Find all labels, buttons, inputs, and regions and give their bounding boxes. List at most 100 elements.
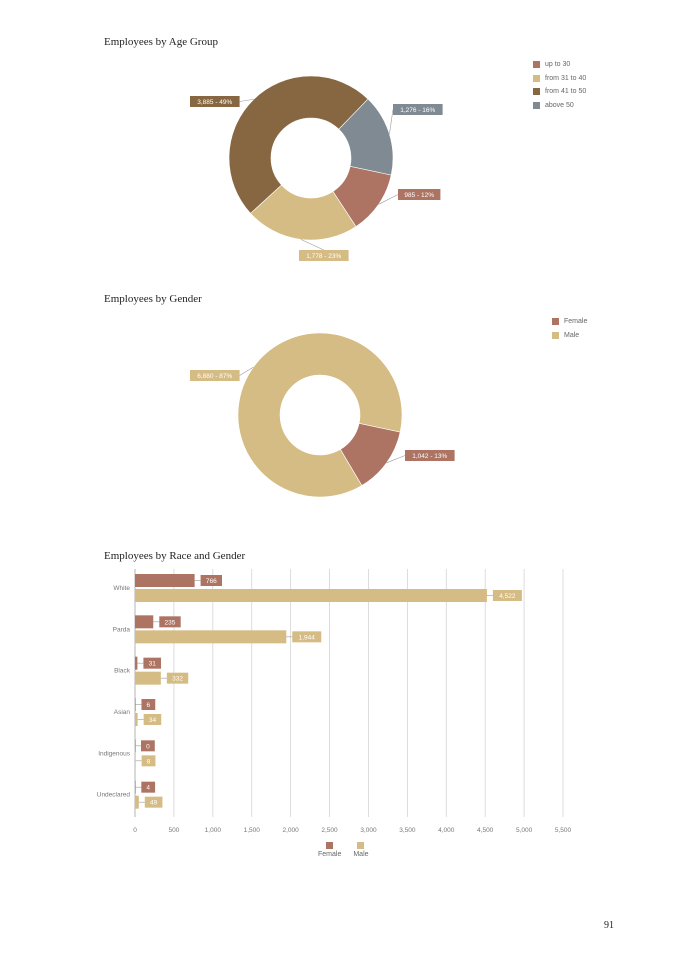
legend-swatch — [533, 88, 540, 96]
donut-slice-male — [237, 332, 403, 498]
donut-slice-above-50 — [338, 98, 394, 176]
y-category-label: White — [113, 585, 130, 592]
data-label: 332 — [172, 676, 183, 683]
x-tick-label: 4,500 — [477, 827, 494, 834]
x-tick-label: 0 — [133, 827, 137, 834]
page-number: 91 — [604, 920, 614, 931]
data-label: 1,276 - 16% — [400, 107, 435, 114]
y-category-label: Black — [114, 668, 131, 675]
data-label: 235 — [165, 619, 176, 626]
legend-label: Male — [353, 851, 369, 858]
bar-male-white — [135, 589, 487, 602]
legend-swatch — [552, 318, 559, 326]
data-label: 49 — [150, 800, 158, 807]
x-tick-label: 1,500 — [244, 827, 261, 834]
data-label: 34 — [149, 717, 157, 724]
y-category-label: Undeclared — [97, 792, 131, 799]
legend-swatch — [533, 74, 540, 82]
legend-label: up to 30 — [545, 61, 571, 69]
leader-line — [239, 366, 254, 376]
bar-male-black — [135, 671, 161, 685]
x-tick-label: 5,000 — [516, 827, 533, 834]
y-category-label: Asian — [114, 709, 131, 716]
legend-label: Male — [564, 331, 580, 339]
x-tick-label: 1,000 — [205, 827, 222, 834]
data-label-box — [190, 96, 240, 107]
leader-line — [386, 455, 406, 464]
bar-female-parda — [135, 615, 154, 629]
data-label-box — [144, 796, 163, 808]
legend-item-female: Female — [552, 315, 587, 329]
data-label: 3,885 - 49% — [197, 99, 232, 106]
legend-swatch — [326, 842, 334, 849]
x-tick-label: 500 — [168, 827, 179, 834]
legend-item-above-50: above 50 — [533, 99, 586, 113]
data-label-box — [141, 699, 156, 710]
data-label-box — [166, 672, 189, 684]
donut-slice-from-41-to-50 — [228, 75, 369, 214]
data-label-box — [200, 575, 223, 586]
data-label-box — [141, 755, 156, 767]
legend-item-male: Male — [552, 329, 587, 343]
x-tick-label: 2,500 — [321, 827, 338, 834]
data-label: 1,042 - 13% — [412, 453, 447, 460]
data-label-box — [393, 104, 443, 115]
legend-swatch — [533, 101, 540, 109]
y-category-label: Parda — [113, 626, 131, 633]
legend-label: from 31 to 40 — [545, 74, 587, 82]
legend-swatch — [357, 842, 365, 849]
data-label-box — [159, 616, 181, 628]
bar-male-undeclared — [135, 795, 139, 809]
legend-label: Female — [318, 851, 342, 858]
data-label-box — [292, 631, 322, 643]
x-tick-label: 3,000 — [360, 827, 377, 834]
legend-item-male: Male — [353, 842, 369, 858]
data-label: 1,778 - 23% — [306, 253, 341, 260]
bar-male-indigenous — [135, 754, 136, 768]
data-label-box — [141, 781, 156, 793]
data-label: 4,522 — [499, 593, 516, 600]
data-label: 6,880 - 87% — [197, 373, 232, 380]
legend-item-female: Female — [318, 842, 341, 858]
gender-legend: Female Male — [552, 315, 587, 342]
legend-swatch — [552, 331, 559, 339]
x-tick-label: 4,000 — [438, 827, 455, 834]
data-label: 766 — [206, 578, 217, 585]
leader-line — [239, 98, 254, 102]
legend-label: from 41 to 50 — [545, 88, 587, 96]
data-label: 1,944 — [299, 634, 316, 641]
data-label-box — [405, 450, 455, 461]
data-label: 31 — [149, 661, 157, 668]
leader-line — [389, 109, 394, 135]
age-legend: up to 30 from 31 to 40 from 41 to 50 abo… — [533, 58, 586, 112]
data-label-box — [143, 714, 162, 725]
legend-label: Female — [564, 318, 588, 326]
leader-line — [300, 239, 324, 251]
legend-item-up-to-30: up to 30 — [533, 58, 586, 72]
race-chart-title: Employees by Race and Gender — [104, 550, 246, 562]
x-tick-label: 3,500 — [399, 827, 416, 834]
y-category-label: Indigenous — [98, 750, 131, 757]
legend-item-31-to-40: from 31 to 40 — [533, 72, 586, 86]
bar-male-asian — [135, 713, 138, 726]
x-tick-label: 5,500 — [555, 827, 572, 834]
gender-chart-title: Employees by Gender — [104, 293, 202, 305]
bar-female-undeclared — [135, 780, 136, 794]
data-label-box — [398, 189, 441, 200]
data-label-box — [141, 740, 155, 752]
data-label: 0 — [146, 743, 150, 750]
legend-swatch — [533, 61, 540, 69]
data-label: 4 — [146, 785, 150, 792]
data-label: 6 — [147, 702, 151, 709]
data-label: 8 — [147, 758, 151, 765]
donut-slice-from-31-to-40 — [250, 184, 357, 241]
bar-female-black — [135, 656, 138, 670]
legend-label: above 50 — [545, 101, 574, 109]
x-tick-label: 2,000 — [282, 827, 299, 834]
leader-line — [378, 194, 399, 205]
legend-item-41-to-50: from 41 to 50 — [533, 85, 586, 99]
race-legend: Female Male — [318, 842, 369, 858]
bar-female-white — [135, 574, 195, 587]
age-chart-title: Employees by Age Group — [104, 36, 218, 48]
